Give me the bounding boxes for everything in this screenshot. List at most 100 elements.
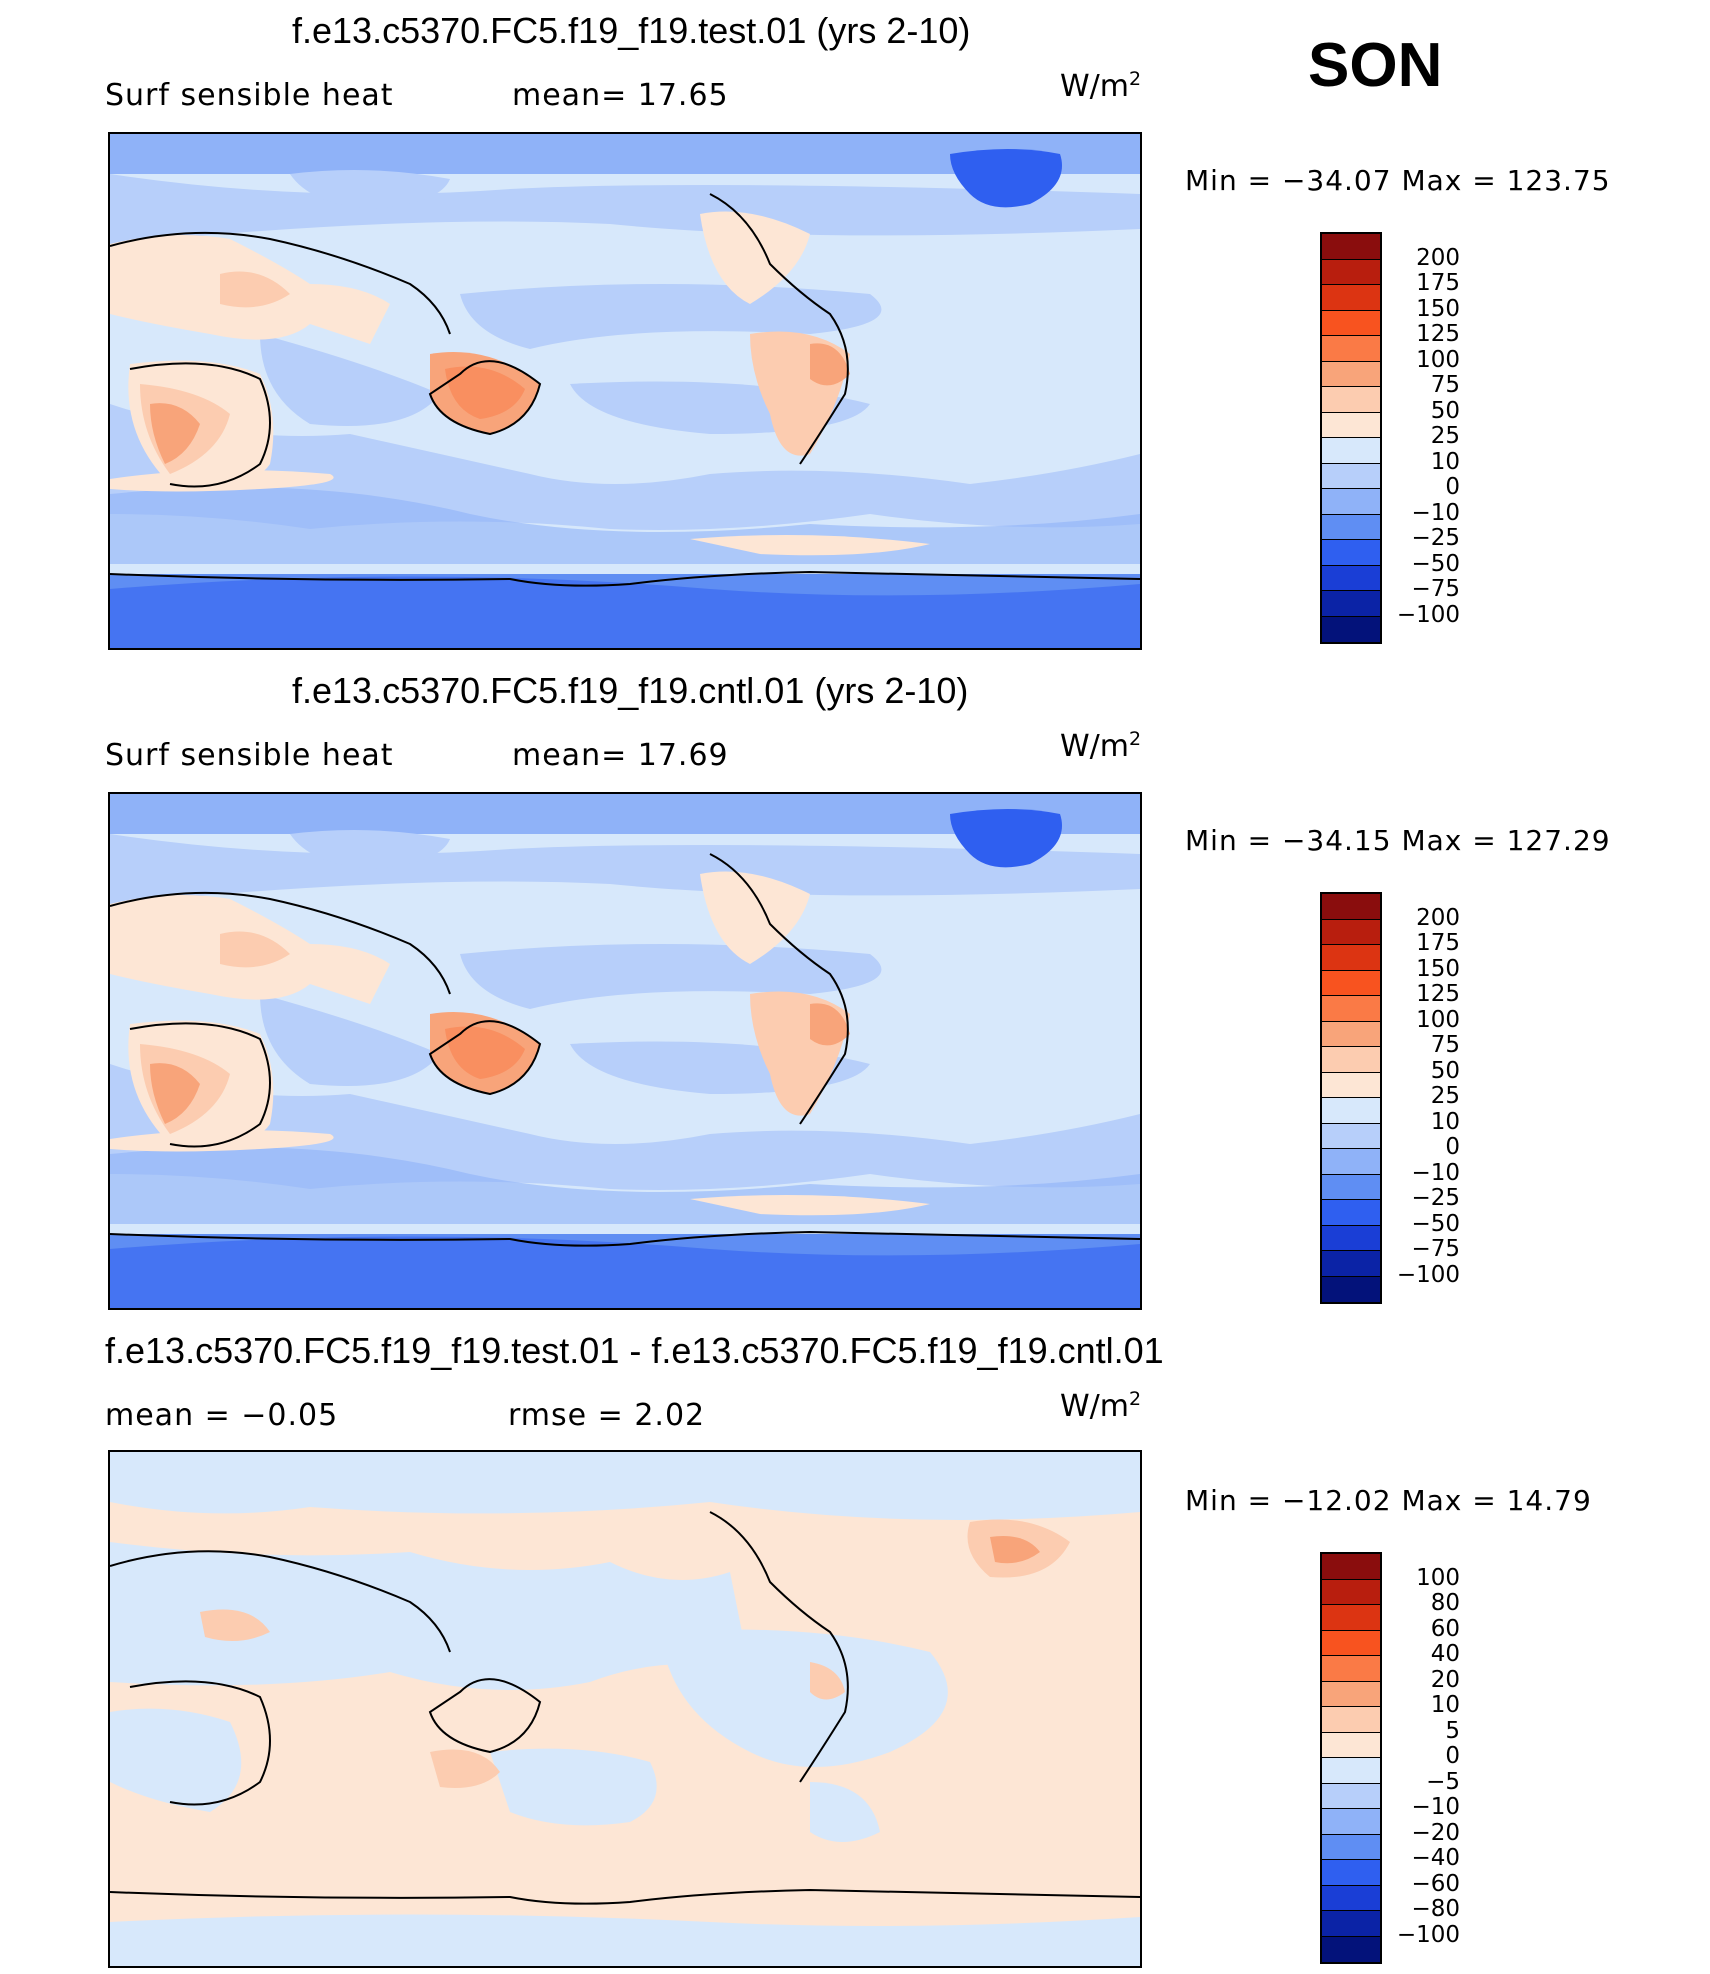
colorbar-tick-label: −10 [1411,1794,1460,1820]
colorbar-tick-label: 10 [1430,1692,1460,1718]
colorbar-tick-label: 200 [1416,244,1460,271]
panel-3-minmax: Min = −12.02 Max = 14.79 [1185,1484,1592,1517]
colorbar-swatch [1322,387,1380,413]
colorbar-swatch [1322,412,1380,438]
colorbar-swatch [1322,1200,1380,1226]
colorbar-tick-label: −50 [1411,1210,1460,1237]
colorbar-swatch [1322,1783,1380,1809]
season-label: SON [1308,31,1443,100]
panel-3-units: W/m2 [1060,1388,1142,1424]
colorbar-swatch [1322,945,1380,971]
colorbar-tick-label: −100 [1396,601,1460,628]
panel-2-colorbar [1320,892,1382,1304]
colorbar-swatch [1322,565,1380,591]
colorbar-tick-label: 10 [1430,448,1460,475]
panel-1-title: f.e13.c5370.FC5.f19_f19.test.01 (yrs 2-1… [292,10,971,51]
colorbar-tick-label: −40 [1411,1845,1460,1871]
colorbar-swatch [1322,361,1380,387]
colorbar-tick-label: 150 [1416,955,1460,982]
colorbar-swatch [1322,259,1380,285]
colorbar-swatch [1322,616,1380,642]
panel-3-mean-label: mean = −0.05 [105,1398,339,1433]
panel-2-title: f.e13.c5370.FC5.f19_f19.cntl.01 (yrs 2-1… [292,670,969,711]
colorbar-tick-label: 175 [1416,930,1460,956]
colorbar-swatch [1322,1047,1380,1073]
panel-2-mean-label: mean= 17.69 [512,738,729,773]
panel-1-mean-label: mean= 17.65 [512,78,729,113]
colorbar-tick-label: −5 [1426,1768,1460,1795]
colorbar-tick-label: −10 [1411,1159,1460,1186]
colorbar-tick-label: 200 [1416,904,1460,931]
colorbar-tick-label: −100 [1396,1261,1460,1288]
colorbar-tick-label: 20 [1430,1666,1460,1693]
colorbar-tick-label: −25 [1411,1185,1460,1211]
colorbar-swatch [1322,540,1380,566]
colorbar-tick-label: 25 [1430,1083,1460,1109]
colorbar-swatch [1322,1225,1380,1251]
colorbar-swatch [1322,489,1380,515]
panel-3-map [108,1450,1142,1968]
colorbar-tick-label: −25 [1411,525,1460,551]
colorbar-tick-label: −60 [1411,1870,1460,1897]
colorbar-tick-label: −75 [1411,576,1460,602]
colorbar-swatch [1322,1681,1380,1707]
colorbar-tick-label: 125 [1416,321,1460,347]
panel-2-variable-label: Surf sensible heat [105,738,394,773]
colorbar-swatch [1322,1021,1380,1047]
panel-1-variable-label: Surf sensible heat [105,78,394,113]
colorbar-swatch [1322,1630,1380,1656]
colorbar-swatch [1322,1149,1380,1175]
colorbar-swatch [1322,1251,1380,1277]
colorbar-swatch [1322,996,1380,1022]
colorbar-tick-label: −80 [1411,1896,1460,1922]
colorbar-swatch [1322,1072,1380,1098]
colorbar-swatch [1322,1276,1380,1302]
panel-2-units: W/m2 [1060,728,1142,764]
colorbar-swatch [1322,1656,1380,1682]
colorbar-tick-label: 75 [1430,372,1460,398]
panel-3-rmse-label: rmse = 2.02 [508,1398,706,1433]
colorbar-tick-label: 100 [1416,1564,1460,1591]
colorbar-tick-label: 75 [1430,1032,1460,1058]
colorbar-tick-label: −75 [1411,1236,1460,1262]
colorbar-tick-label: 150 [1416,295,1460,322]
colorbar-tick-label: 0 [1445,474,1460,500]
colorbar-swatch [1322,1174,1380,1200]
colorbar-tick-label: 175 [1416,270,1460,296]
panel-1-map [108,132,1142,650]
panel-3-title: f.e13.c5370.FC5.f19_f19.test.01 - f.e13.… [105,1330,1164,1371]
colorbar-swatch [1322,336,1380,362]
colorbar-swatch [1322,1936,1380,1962]
colorbar-tick-label: 40 [1430,1641,1460,1667]
panel-1-units: W/m2 [1060,68,1142,104]
colorbar-swatch [1322,310,1380,336]
colorbar-tick-label: 60 [1430,1615,1460,1642]
colorbar-swatch [1322,438,1380,464]
colorbar-swatch [1322,1123,1380,1149]
colorbar-tick-label: 100 [1416,346,1460,373]
colorbar-tick-label: −20 [1411,1819,1460,1846]
colorbar-tick-label: 5 [1445,1717,1460,1744]
colorbar-swatch [1322,1554,1380,1580]
colorbar-swatch [1322,1579,1380,1605]
colorbar-tick-label: 100 [1416,1006,1460,1033]
colorbar-swatch [1322,970,1380,996]
colorbar-swatch [1322,1860,1380,1886]
colorbar-tick-label: 25 [1430,423,1460,449]
colorbar-tick-label: −50 [1411,550,1460,577]
colorbar-tick-label: −10 [1411,499,1460,526]
panel-1-minmax: Min = −34.07 Max = 123.75 [1185,164,1611,197]
colorbar-swatch [1322,1885,1380,1911]
colorbar-swatch [1322,591,1380,617]
colorbar-tick-label: 80 [1430,1590,1460,1616]
colorbar-tick-label: 125 [1416,981,1460,1007]
panel-2-map [108,792,1142,1310]
colorbar-tick-label: 0 [1445,1134,1460,1160]
colorbar-swatch [1322,894,1380,920]
colorbar-swatch [1322,463,1380,489]
colorbar-swatch [1322,285,1380,311]
colorbar-swatch [1322,1809,1380,1835]
panel-3-colorbar [1320,1552,1382,1964]
colorbar-swatch [1322,234,1380,260]
colorbar-tick-label: −100 [1396,1921,1460,1948]
